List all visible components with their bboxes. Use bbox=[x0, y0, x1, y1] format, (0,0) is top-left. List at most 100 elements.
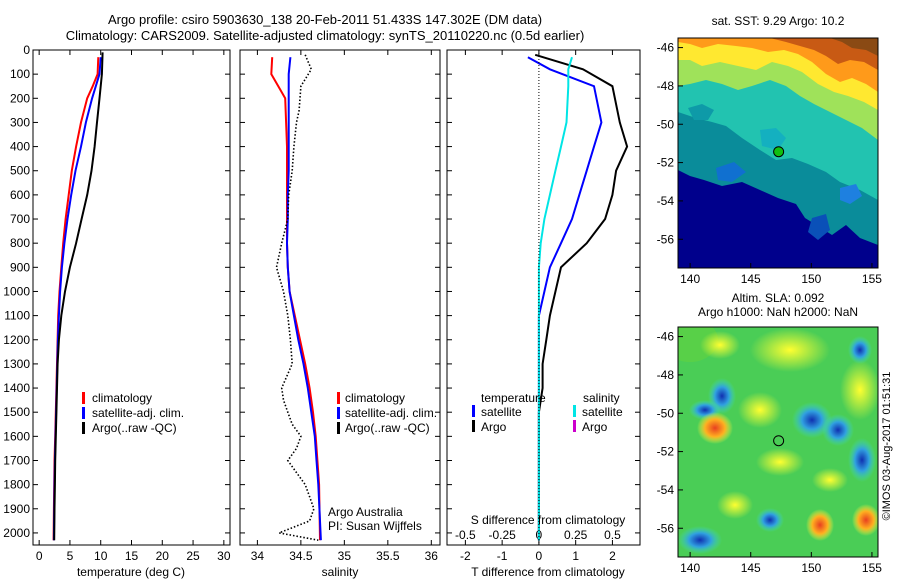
map-x-tick-label: 155 bbox=[862, 272, 882, 286]
sst-map-title: sat. SST: 9.29 Argo: 10.2 bbox=[712, 14, 845, 28]
map-x-tick-label: 140 bbox=[680, 561, 700, 575]
y-tick-label: 300 bbox=[10, 115, 30, 129]
x-tick-label-top: -0.5 bbox=[455, 528, 476, 542]
x-tick-label: 2 bbox=[609, 549, 616, 563]
legend-title-salinity: salinity bbox=[583, 391, 620, 405]
difference-xlabel: T difference from climatology bbox=[471, 565, 625, 579]
legend-label-climatology: climatology bbox=[345, 391, 405, 405]
temperature-ticks: 0 5 10 15 20 25 300100200300400500600700800900… bbox=[3, 43, 231, 563]
salinity-ticks: 34 34.5 35 35.5 36 bbox=[240, 49, 440, 563]
y-tick-label: 1100 bbox=[4, 309, 30, 323]
series-line bbox=[285, 57, 322, 541]
map-y-tick-label: -50 bbox=[657, 117, 675, 131]
x-tick-label: -1 bbox=[497, 549, 508, 563]
y-tick-label: 2000 bbox=[3, 526, 30, 540]
legend-title-temperature: temperature bbox=[481, 391, 546, 405]
x-tick-label: 35 bbox=[338, 549, 352, 563]
y-tick-label: 1200 bbox=[3, 333, 30, 347]
legend-marker-satellite bbox=[337, 407, 340, 419]
y-tick-label: 1000 bbox=[3, 284, 30, 298]
difference-series bbox=[527, 50, 629, 545]
map-y-tick-label: -50 bbox=[657, 406, 675, 420]
map-x-tick-label: 155 bbox=[862, 561, 882, 575]
legend-label-sal-argo: Argo bbox=[582, 420, 608, 434]
x-tick-label: 35.5 bbox=[376, 549, 400, 563]
map-x-tick-label: 150 bbox=[801, 561, 821, 575]
legend-label-argo: Argo(..raw -QC) bbox=[92, 421, 177, 435]
figure-title-line1: Argo profile: csiro 5903630_138 20-Feb-2… bbox=[107, 12, 543, 27]
legend-marker-climatology bbox=[337, 392, 340, 404]
y-tick-label: 600 bbox=[10, 188, 30, 202]
legend-label-temp-argo: Argo bbox=[481, 420, 507, 434]
y-tick-label: 400 bbox=[10, 140, 30, 154]
legend-marker-temp-satellite bbox=[472, 405, 475, 417]
sst-argo-location-marker bbox=[773, 146, 785, 158]
salinity-xlabel: salinity bbox=[322, 565, 359, 579]
y-tick-label: 0 bbox=[23, 43, 30, 57]
sla-map-image bbox=[678, 327, 878, 557]
legend-label-satellite: satellite-adj. clim. bbox=[92, 406, 184, 420]
salinity-annotation-line1: Argo Australia bbox=[328, 505, 403, 519]
y-tick-label: 1900 bbox=[3, 502, 30, 516]
map-y-tick-label: -46 bbox=[657, 41, 675, 55]
x-tick-label: 10 bbox=[94, 549, 108, 563]
sst-map-frame bbox=[677, 37, 879, 269]
x-tick-label: 0 bbox=[36, 549, 43, 563]
map-x-tick-label: 140 bbox=[680, 272, 700, 286]
y-tick-label: 1600 bbox=[3, 429, 30, 443]
series-line bbox=[275, 54, 319, 541]
y-tick-label: 1800 bbox=[3, 478, 30, 492]
map-x-tick-label: 145 bbox=[741, 272, 761, 286]
x-tick-label: 20 bbox=[156, 549, 170, 563]
y-tick-label: 500 bbox=[10, 164, 30, 178]
temperature-xlabel: temperature (deg C) bbox=[77, 565, 185, 579]
x-tick-label: -2 bbox=[460, 549, 471, 563]
salinity-series bbox=[270, 54, 322, 541]
legend-label-sal-satellite: satellite bbox=[582, 405, 623, 419]
y-tick-label: 200 bbox=[10, 91, 30, 105]
legend-label-temp-satellite: satellite bbox=[481, 405, 522, 419]
sla-map-title: Altim. SLA: 0.092 bbox=[732, 291, 825, 305]
y-tick-label: 1500 bbox=[3, 405, 30, 419]
figure-title-line2: Climatology: CARS2009. Satellite-adjuste… bbox=[65, 28, 585, 43]
x-tick-label: 1 bbox=[572, 549, 579, 563]
sst-map-panel: sat. SST: 9.29 Argo: 10.2 140 145 150 155 -4… bbox=[657, 14, 883, 286]
y-tick-label: 800 bbox=[10, 236, 30, 250]
temperature-legend: climatology satellite-adj. clim. Argo(..… bbox=[82, 391, 184, 435]
salinity-annotation-line2: PI: Susan Wijffels bbox=[328, 519, 422, 533]
legend-marker-climatology bbox=[82, 392, 85, 404]
map-y-tick-label: -48 bbox=[657, 368, 675, 382]
x-tick-label-top: -0.25 bbox=[488, 528, 516, 542]
salinity-axes-frame bbox=[239, 49, 441, 546]
legend-marker-sal-argo bbox=[573, 420, 576, 432]
legend-label-climatology: climatology bbox=[92, 391, 152, 405]
x-tick-label: 34.5 bbox=[289, 549, 313, 563]
sla-map-subtitle: Argo h1000: NaN h2000: NaN bbox=[698, 305, 858, 319]
map-y-tick-label: -52 bbox=[657, 445, 675, 459]
difference-panel: -2 -1 0 1 2-0.5 -0.25 0 0.25 0.5 S difference fr… bbox=[446, 49, 641, 579]
series-line bbox=[537, 56, 573, 541]
x-tick-label: 5 bbox=[67, 549, 74, 563]
map-y-tick-label: -56 bbox=[657, 232, 675, 246]
map-y-tick-label: -52 bbox=[657, 156, 675, 170]
salinity-legend: climatology satellite-adj. clim. Argo(..… bbox=[337, 391, 437, 435]
map-y-tick-label: -54 bbox=[657, 483, 675, 497]
temperature-series bbox=[52, 52, 104, 541]
x-tick-label: 25 bbox=[186, 549, 200, 563]
legend-label-satellite: satellite-adj. clim. bbox=[345, 406, 437, 420]
x-tick-label: 30 bbox=[217, 549, 231, 563]
legend-marker-sal-satellite bbox=[573, 405, 576, 417]
map-y-tick-label: -46 bbox=[657, 330, 675, 344]
legend-marker-temp-argo bbox=[472, 420, 475, 432]
y-tick-label: 1300 bbox=[3, 357, 30, 371]
difference-xlabel-top: S difference from climatology bbox=[471, 513, 626, 527]
sla-map-ticks: 140 145 150 155 -46 -48 -50 -52 -54 -56 bbox=[657, 330, 883, 575]
series-line bbox=[53, 52, 104, 541]
temperature-axes-frame bbox=[32, 49, 231, 546]
x-tick-label: 36 bbox=[425, 549, 439, 563]
sla-argo-location-marker bbox=[773, 435, 785, 447]
sla-map-panel: Altim. SLA: 0.092 Argo h1000: NaN h2000:… bbox=[657, 291, 883, 575]
sst-map-ticks: 140 145 150 155 -46 -48 -50 -52 -54 -56 bbox=[657, 41, 883, 286]
map-y-tick-label: -54 bbox=[657, 194, 675, 208]
